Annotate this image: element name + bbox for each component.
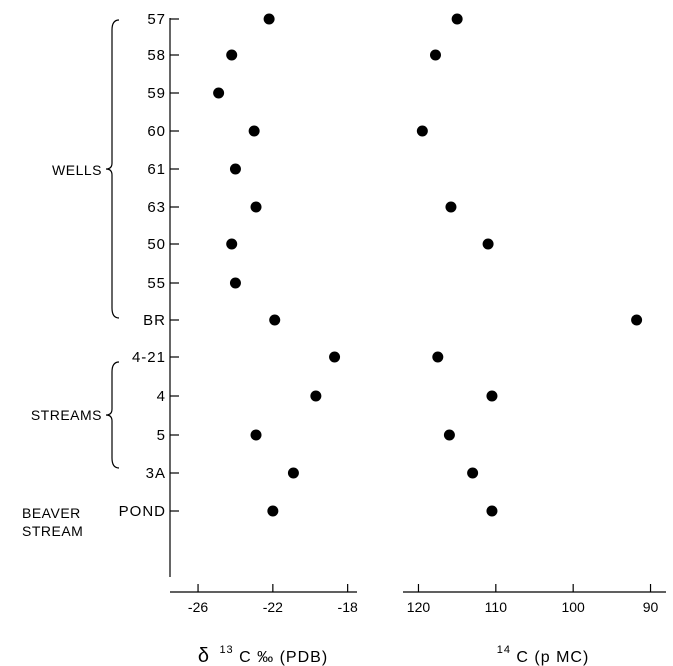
streams-brace (105, 361, 120, 469)
c14-point (482, 238, 494, 250)
c14-tick-label: 120 (407, 599, 431, 615)
d13c-point (250, 429, 262, 441)
c14-point (631, 314, 643, 326)
category-label: 3A (146, 465, 166, 482)
d13c-point (287, 467, 299, 479)
d13c-point (229, 163, 241, 175)
c14-tick-label: 90 (643, 599, 659, 615)
category-label: 5 (157, 427, 166, 444)
d13c-point (229, 277, 241, 289)
wells-brace (105, 19, 120, 319)
d13c-tick-label: -22 (263, 599, 283, 615)
category-label: 50 (147, 236, 166, 253)
category-label: 4 (157, 388, 166, 405)
c14-point (445, 201, 457, 213)
c14-point (486, 390, 498, 402)
d13c-point (226, 238, 238, 250)
c14-point (451, 13, 463, 25)
group-label-beaver-stream: BEAVER (22, 505, 81, 521)
c14-panel: 120 110 100 90 (403, 13, 666, 615)
c14-point (486, 505, 498, 517)
category-label: 59 (147, 85, 166, 102)
d13c-point (267, 505, 279, 517)
d13c-point (269, 314, 281, 326)
d13c-point (310, 390, 322, 402)
d13c-point (226, 49, 238, 61)
c14-point (467, 467, 479, 479)
d13c-panel: -26 -22 -18 (170, 13, 358, 615)
delta-symbol: δ (198, 645, 210, 666)
group-label-wells: WELLS (52, 162, 102, 178)
d13c-axis-title: δ 13 C ‰ (PDB) (198, 640, 328, 666)
d13c-point (248, 125, 260, 137)
c14-axis-title: 14 C (p MC) (497, 640, 590, 666)
d13c-tick-label: -18 (338, 599, 358, 615)
d13c-tick-label: -26 (188, 599, 208, 615)
d13c-point (329, 351, 341, 363)
d13c-point (263, 13, 275, 25)
category-label: 58 (147, 47, 166, 64)
c14-tick-label: 110 (485, 599, 508, 615)
category-label: 57 (147, 11, 166, 28)
c14-point (443, 429, 455, 441)
c14-unit: C (p MC) (516, 649, 589, 666)
c14-point (429, 49, 441, 61)
group-label-beaver-stream: STREAM (22, 523, 83, 539)
d13c-point (250, 201, 262, 213)
category-label: POND (119, 503, 166, 520)
c14-point (416, 125, 428, 137)
c14-tick-label: 100 (561, 599, 585, 615)
category-label: 55 (147, 275, 166, 292)
d13c-superscript: 13 (219, 644, 233, 656)
category-label: 63 (147, 199, 166, 216)
category-label: 60 (147, 123, 166, 140)
category-label: 4-21 (132, 349, 166, 366)
category-label: BR (143, 312, 166, 329)
category-label: 61 (147, 161, 166, 178)
category-axis: 57 58 59 60 61 63 50 55 BR 4-21 4 5 3A POND (119, 11, 179, 577)
c14-superscript: 14 (497, 644, 511, 656)
group-labels: WELLS STREAMS BEAVER STREAM (22, 19, 120, 539)
group-label-streams: STREAMS (31, 407, 102, 423)
d13c-unit: C ‰ (PDB) (239, 649, 328, 666)
d13c-point (213, 87, 225, 99)
c14-point (432, 351, 444, 363)
